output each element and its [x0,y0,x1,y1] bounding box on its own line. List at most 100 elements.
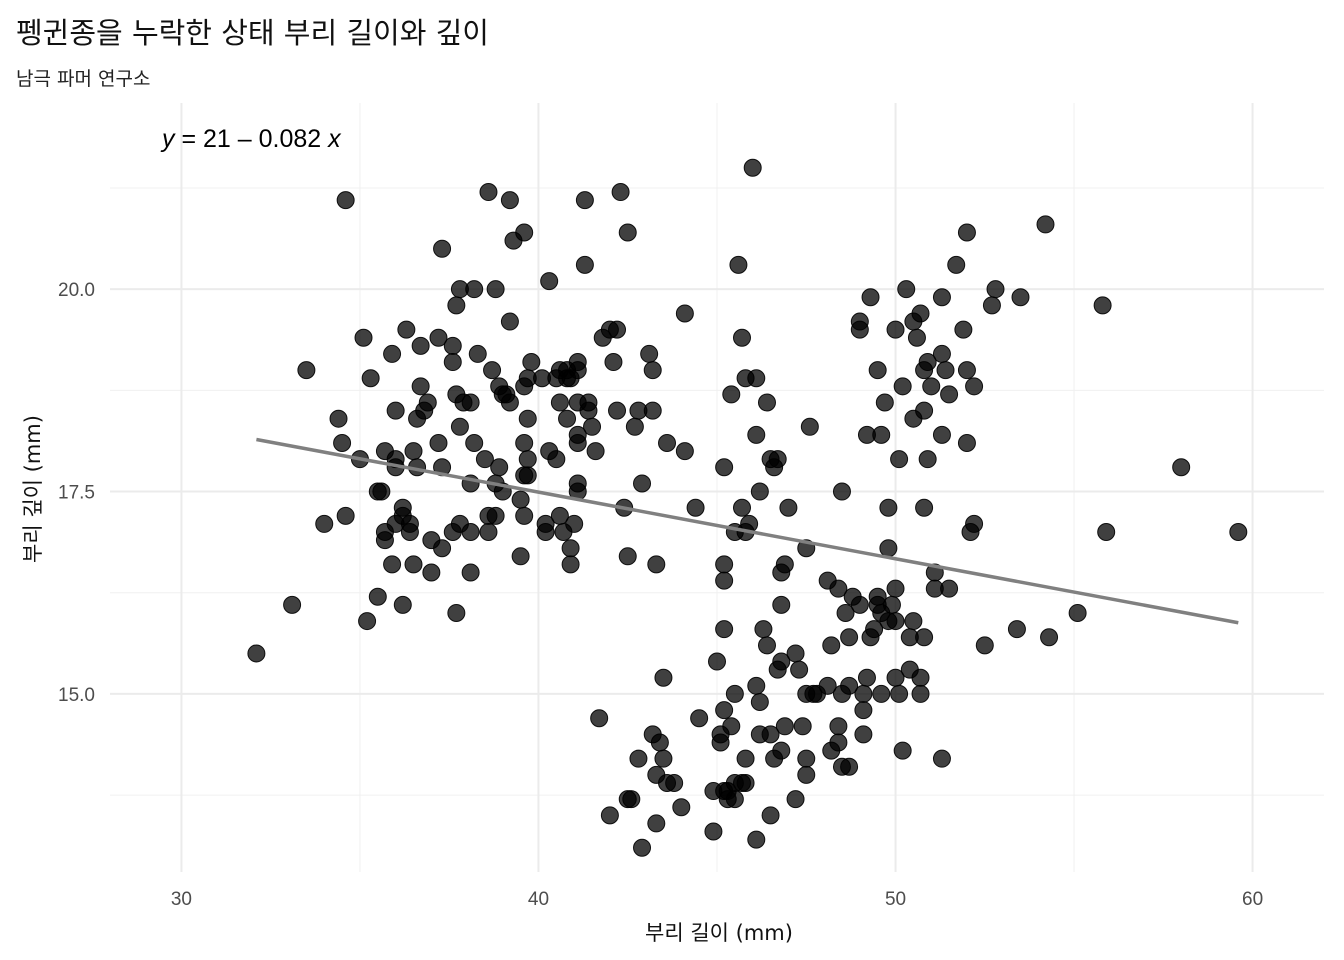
data-point [772,741,791,760]
data-point [518,450,537,469]
data-point [886,579,905,598]
data-point [461,393,480,412]
data-point [297,361,316,380]
data-point [515,433,534,452]
data-point [857,668,876,687]
data-point [1036,215,1055,234]
data-point [465,433,484,452]
data-point [411,336,430,355]
data-point [918,353,937,372]
data-point [586,442,605,461]
data-point [672,798,691,817]
data-point [743,158,762,177]
data-point [886,612,905,631]
data-point [1040,628,1059,647]
data-point [793,717,812,736]
data-point [747,676,766,695]
data-point [893,741,912,760]
data-point [565,514,584,533]
data-point [604,353,623,372]
data-point [333,433,352,452]
data-point [690,709,709,728]
data-point [515,506,534,525]
chart-subtitle: 남극 파머 연구소 [16,68,151,90]
data-point [915,498,934,517]
data-point [708,652,726,671]
data-point [840,757,859,776]
equation-y-var: y [160,125,176,153]
data-point [854,684,873,703]
data-point [511,490,530,509]
data-point [536,514,555,533]
data-point [568,353,587,372]
data-point [850,320,869,339]
data-point [965,377,984,396]
data-point [768,450,787,469]
data-point [361,369,380,388]
data-point [561,539,580,558]
data-point [383,555,402,574]
data-point [957,433,976,452]
data-point [904,612,923,631]
data-point [736,773,755,792]
data-point [622,790,641,809]
data-point [732,498,751,517]
data-point [986,280,1005,299]
data-point [372,482,391,501]
data-point [779,498,798,517]
data-point [583,417,602,436]
data-point [336,506,355,525]
data-point [772,595,791,614]
data-point [518,466,537,485]
equation-body: = 21 – 0.082 [175,125,329,153]
data-point [897,280,916,299]
data-point [875,393,894,412]
y-tick-label: 20.0 [58,280,95,301]
data-point [775,717,794,736]
data-point [575,255,594,274]
data-point [725,684,744,703]
data-point [818,676,837,695]
data-point [447,296,466,315]
data-point [443,336,462,355]
data-point [797,749,816,768]
data-point [500,191,519,210]
data-point [450,417,469,436]
data-point [725,790,744,809]
x-tick-label: 40 [528,889,549,910]
y-tick-label: 15.0 [58,685,95,706]
data-point [729,255,748,274]
data-point [829,717,848,736]
data-point [911,304,930,323]
data-point [832,482,851,501]
data-point [404,555,423,574]
data-point [383,344,402,363]
data-point [915,628,934,647]
data-point [932,425,951,444]
data-point [854,725,873,744]
data-point [704,822,723,841]
data-point [540,272,559,291]
data-point [940,579,959,598]
data-point [936,361,955,380]
data-point [861,288,880,307]
data-point [500,312,519,331]
data-point [468,344,487,363]
data-point [750,693,769,712]
data-point [633,838,652,857]
data-point [850,595,869,614]
data-point [715,571,734,590]
data-point [393,595,412,614]
data-point [654,749,673,768]
data-point [829,733,848,752]
data-point [518,409,537,428]
y-axis-title: 부리 깊이 (mm) [21,415,45,563]
data-point [932,288,951,307]
data-point [715,555,734,574]
data-point [1068,603,1087,622]
data-point [715,458,734,477]
y-tick-label: 17.5 [58,483,95,504]
data-point [629,749,648,768]
data-point [490,458,509,477]
trend-line [256,437,1239,625]
